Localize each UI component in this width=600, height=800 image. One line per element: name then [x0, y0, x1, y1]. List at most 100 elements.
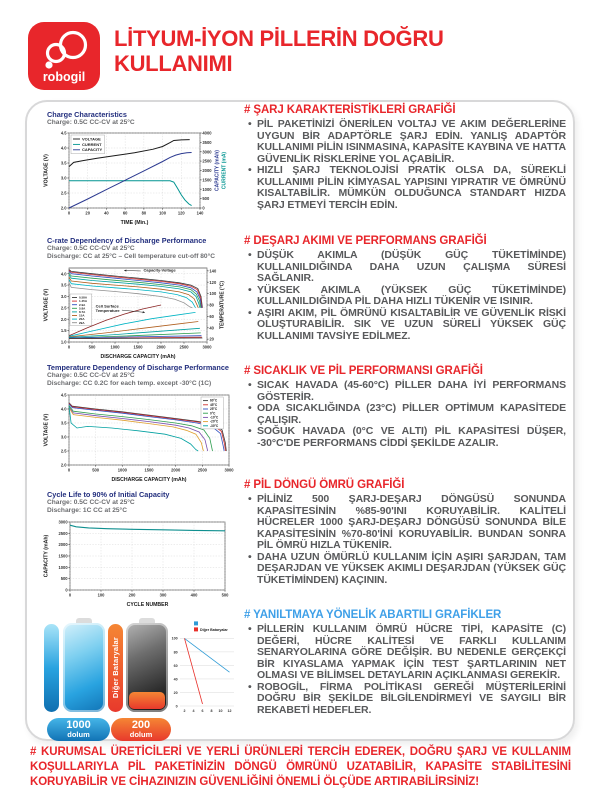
chart-block-crate: C-rate Dependency of Discharge Performan…: [42, 236, 238, 360]
svg-text:2500: 2500: [202, 159, 212, 164]
chart-block-charge: Charge Characteristics Charge: 0.5C CC-C…: [42, 110, 238, 226]
svg-text:1.45A: 1.45A: [79, 299, 88, 303]
svg-text:CYCLE NUMBER: CYCLE NUMBER: [127, 602, 169, 608]
svg-text:2.5: 2.5: [61, 448, 67, 453]
svg-text:80: 80: [209, 302, 214, 307]
svg-text:4: 4: [193, 709, 195, 713]
section-charge-characteristics: # ŞARJ KARAKTERİSTİKLERİ GRAFİĞİ PİL PAK…: [244, 104, 566, 211]
svg-text:0: 0: [202, 206, 205, 211]
bad-cycles-count: 200: [131, 719, 151, 731]
svg-text:25°C: 25°C: [210, 407, 218, 411]
svg-text:CAPACITY (mAh): CAPACITY (mAh): [215, 150, 221, 191]
svg-text:3.5: 3.5: [61, 420, 67, 425]
chart-subtitle: Discharge: 1C CC at 25°C: [47, 507, 127, 515]
svg-text:4000: 4000: [202, 131, 212, 136]
chart-subtitle: Discharge: CC 0.2C for each temp. except…: [47, 380, 212, 388]
svg-text:1500: 1500: [202, 178, 212, 183]
bullet-item: DÜŞÜK AKIMLA (DÜŞÜK GÜÇ TÜKETİMİNDE) KUL…: [248, 249, 566, 285]
svg-text:2.0: 2.0: [61, 206, 67, 211]
svg-text:60: 60: [123, 211, 128, 216]
chart-title: Cycle Life to 90% of Initial Capacity: [47, 490, 170, 499]
svg-text:500: 500: [61, 576, 69, 581]
content-card: [25, 100, 575, 741]
bullet-item: PİLLERİN KULLANIM ÖMRÜ HÜCRE TİPİ, KAPAS…: [248, 623, 566, 682]
svg-text:80: 80: [174, 650, 178, 654]
svg-text:1000: 1000: [110, 344, 120, 349]
chart-subtitle: Charge: 0.5C CC-CV at 25°C: [47, 499, 135, 506]
svg-text:60°C: 60°C: [210, 398, 218, 402]
good-cycles-badge: 1000 dolum: [47, 718, 110, 741]
bullet-item: PİLİNİZ 500 ŞARJ-DEŞARJ DÖNGÜSÜ SONUNDA …: [248, 493, 566, 552]
svg-text:TEMPERATURE (°C): TEMPERATURE (°C): [220, 280, 226, 328]
svg-text:120: 120: [178, 211, 186, 216]
svg-text:-10°C: -10°C: [210, 415, 219, 419]
svg-text:10: 10: [219, 709, 223, 713]
svg-text:1.5: 1.5: [61, 328, 67, 333]
svg-text:40: 40: [104, 211, 109, 216]
section-cycle-life: # PİL DÖNGÜ ÖMRÜ GRAFİĞİ PİLİNİZ 500 ŞAR…: [244, 479, 566, 586]
svg-text:VOLTAGE: VOLTAGE: [82, 137, 101, 142]
svg-text:1500: 1500: [144, 467, 154, 472]
section-temperature-performance: # SICAKLIK VE PİL PERFORMANSI GRAFİĞİ SI…: [244, 365, 566, 449]
svg-text:0: 0: [68, 211, 71, 216]
chart-block-temperature: Temperature Dependency of Discharge Perf…: [42, 363, 238, 483]
chart-subtitle: Discharge: CC at 25°C – Cell temperature…: [47, 253, 215, 261]
cycle-comparison-mini-plot: 2 4 6 8 10 12 0 20 40 60 80 100 Diğer Bataryalar: [168, 618, 238, 723]
svg-text:Temperature: Temperature: [96, 308, 121, 313]
svg-text:140: 140: [209, 268, 217, 273]
svg-text:0: 0: [68, 344, 71, 349]
svg-text:120: 120: [209, 279, 217, 284]
good-cycles-unit: dolum: [67, 730, 90, 739]
svg-text:2000: 2000: [58, 542, 68, 547]
svg-text:2000: 2000: [156, 344, 166, 349]
svg-text:29A: 29A: [79, 320, 85, 324]
svg-text:CURRENT: CURRENT: [82, 142, 102, 147]
blue-capacity-bar: [44, 624, 59, 712]
charge-characteristics-plot: 0 20 40 60 80 100 120 140 2.0 2.5 3.0 3.5 4.0 4.5 0 500…: [42, 129, 238, 226]
svg-text:4.0: 4.0: [61, 146, 67, 151]
svg-text:-20°C: -20°C: [210, 419, 219, 423]
svg-text:2.0: 2.0: [61, 316, 67, 321]
svg-text:20: 20: [209, 336, 214, 341]
full-battery-illustration: [63, 618, 105, 712]
section-heading: # PİL DÖNGÜ ÖMRÜ GRAFİĞİ: [244, 479, 405, 491]
svg-text:1000: 1000: [58, 564, 68, 569]
svg-text:40: 40: [209, 325, 214, 330]
section-heading: # YANILTMAYA YÖNELİK ABARTILI GRAFİKLER: [244, 609, 502, 621]
svg-text:100: 100: [209, 291, 217, 296]
bullet-list: DÜŞÜK AKIMLA (DÜŞÜK GÜÇ TÜKETİMİNDE) KUL…: [244, 249, 566, 343]
bad-cycles-badge: 200 dolum: [111, 718, 171, 741]
svg-text:4.5: 4.5: [61, 131, 67, 136]
svg-text:8.7A: 8.7A: [79, 310, 86, 314]
bullet-item: ODA SICAKLIĞINDA (23°C) PİLLER OPTİMUM K…: [248, 402, 566, 426]
cycle-life-plot: 0 100 200 300 400 500 0 500 1000 1500 2000 2500 3000…: [42, 518, 238, 608]
svg-text:2.5: 2.5: [61, 191, 67, 196]
svg-text:5.8A: 5.8A: [79, 306, 86, 310]
robogil-logo-mark: robogil: [43, 30, 88, 84]
svg-text:40: 40: [174, 677, 178, 681]
svg-text:20: 20: [85, 211, 90, 216]
svg-text:2000: 2000: [202, 168, 212, 173]
svg-text:12: 12: [228, 709, 232, 713]
section-discharge-current: # DEŞARJ AKIMI VE PERFORMANS GRAFİĞİ DÜŞ…: [244, 235, 566, 342]
svg-text:-30°C: -30°C: [210, 424, 219, 428]
svg-text:3000: 3000: [202, 150, 212, 155]
chart-subtitle: Charge: 0.5C CC-CV at 25°C: [47, 119, 135, 126]
svg-text:3000: 3000: [224, 467, 234, 472]
bullet-item: AŞIRI AKIM, PİL ÖMRÜNÜ KISALTABİLİR VE G…: [248, 307, 566, 343]
bullet-item: DAHA UZUN ÖMÜRLÜ KULLANIM İÇİN AŞIRI ŞAR…: [248, 551, 566, 587]
footer-note: # KURUMSAL ÜRETİCİLERİ VE YERLİ ÜRÜNLERİ…: [30, 746, 571, 788]
svg-text:2000: 2000: [171, 467, 181, 472]
svg-text:45°C: 45°C: [210, 403, 218, 407]
bullet-item: YÜKSEK AKIMLA (YÜKSEK GÜÇ TÜKETİMİNDE) K…: [248, 284, 566, 308]
svg-text:2.9A: 2.9A: [79, 302, 86, 306]
svg-text:500: 500: [202, 196, 210, 201]
crate-discharge-plot: 0 500 1000 1500 2000 2500 3000 1.0 1.5 2.0 2.5 3.0 3…: [42, 264, 238, 360]
bullet-item: HIZLI ŞARJ TEKNOLOJİSİ PRATİK OLSA DA, S…: [248, 164, 566, 211]
svg-text:140: 140: [197, 211, 205, 216]
battery-body: [126, 623, 168, 712]
other-batteries-bar: Diğer Bataryalar: [108, 624, 123, 712]
bullet-list: PİL PAKETİNİZİ ÖNERİLEN VOLTAJ VE AKIM D…: [244, 118, 566, 211]
bullet-list: PİLİNİZ 500 ŞARJ-DEŞARJ DÖNGÜSÜ SONUNDA …: [244, 493, 566, 587]
